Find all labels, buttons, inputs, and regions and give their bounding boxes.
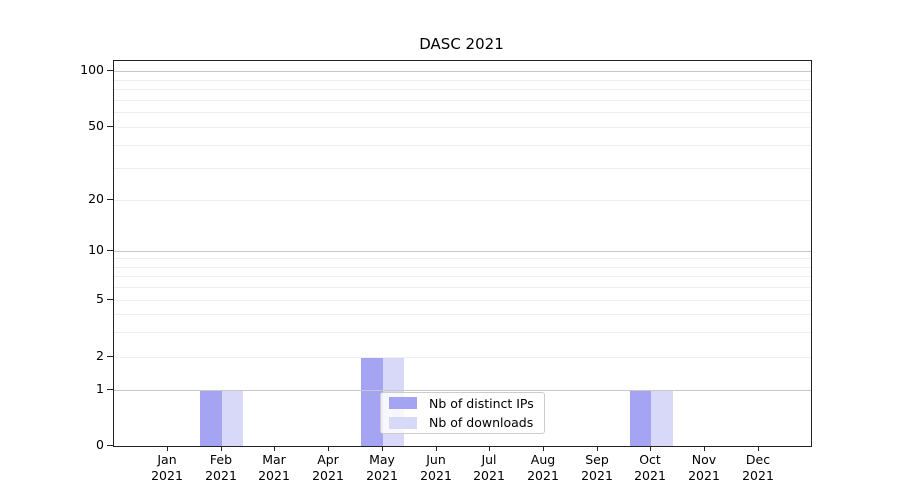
minor-gridline-y80 xyxy=(114,89,811,90)
y-tick-5 xyxy=(107,299,113,300)
minor-gridline-y4 xyxy=(114,314,811,315)
bar-nb-of-distinct-ips-feb xyxy=(200,390,222,446)
minor-gridline-y90 xyxy=(114,80,811,81)
x-tick-nov xyxy=(704,446,705,451)
minor-gridline-y2 xyxy=(114,357,811,358)
bar-nb-of-downloads-oct xyxy=(651,390,673,446)
minor-gridline-y40 xyxy=(114,145,811,146)
y-tick-label-2: 2 xyxy=(96,348,104,363)
minor-gridline-y30 xyxy=(114,168,811,169)
legend-item-downloads: Nb of downloads xyxy=(389,415,536,432)
bar-nb-of-distinct-ips-oct xyxy=(629,390,652,446)
x-tick-label-oct: Oct 2021 xyxy=(634,452,666,483)
x-tick-mar xyxy=(274,446,275,451)
minor-gridline-y20 xyxy=(114,200,811,201)
x-tick-label-jun: Jun 2021 xyxy=(420,452,452,483)
minor-gridline-y70 xyxy=(114,100,811,101)
minor-gridline-y7 xyxy=(114,276,811,277)
y-tick-label-0: 0 xyxy=(96,437,104,452)
x-tick-apr xyxy=(328,446,329,451)
y-tick-label-100: 100 xyxy=(80,62,104,77)
legend-label-downloads: Nb of downloads xyxy=(429,415,534,431)
x-tick-jun xyxy=(436,446,437,451)
x-tick-label-dec: Dec 2021 xyxy=(742,452,774,483)
legend-swatch-distinct-ips-icon xyxy=(389,397,417,410)
y-tick-100 xyxy=(107,70,113,71)
minor-gridline-y8 xyxy=(114,267,811,268)
y-tick-50 xyxy=(107,126,113,127)
x-tick-label-mar: Mar 2021 xyxy=(258,452,290,483)
legend-item-distinct-ips: Nb of distinct IPs xyxy=(389,395,536,412)
major-gridline-y100 xyxy=(114,71,811,72)
bar-nb-of-distinct-ips-may xyxy=(361,357,383,446)
x-tick-aug xyxy=(543,446,544,451)
legend-swatch-downloads-icon xyxy=(389,416,417,429)
minor-gridline-y9 xyxy=(114,258,811,259)
y-tick-2 xyxy=(107,356,113,357)
minor-gridline-y5 xyxy=(114,300,811,301)
legend: Nb of distinct IPs Nb of downloads xyxy=(380,392,545,434)
x-tick-may xyxy=(382,446,383,451)
minor-gridline-y6 xyxy=(114,287,811,288)
x-tick-label-nov: Nov 2021 xyxy=(688,452,720,483)
x-tick-jul xyxy=(489,446,490,451)
x-tick-jan xyxy=(167,446,168,451)
y-tick-label-10: 10 xyxy=(88,242,104,257)
x-tick-label-jan: Jan 2021 xyxy=(151,452,183,483)
legend-label-distinct-ips: Nb of distinct IPs xyxy=(429,395,534,411)
y-tick-label-50: 50 xyxy=(88,118,104,133)
major-gridline-y10 xyxy=(114,251,811,252)
x-tick-sep xyxy=(597,446,598,451)
chart-title: DASC 2021 xyxy=(419,35,504,53)
x-tick-label-apr: Apr 2021 xyxy=(312,452,344,483)
y-tick-1 xyxy=(107,389,113,390)
y-tick-label-20: 20 xyxy=(88,191,104,206)
x-tick-oct xyxy=(650,446,651,451)
bar-nb-of-downloads-feb xyxy=(221,390,244,446)
plot-area xyxy=(113,60,812,447)
major-gridline-y1 xyxy=(114,390,811,391)
x-tick-label-aug: Aug 2021 xyxy=(527,452,559,483)
x-tick-label-sep: Sep 2021 xyxy=(581,452,613,483)
minor-gridline-y60 xyxy=(114,112,811,113)
y-tick-0 xyxy=(107,445,113,446)
minor-gridline-y50 xyxy=(114,127,811,128)
x-tick-dec xyxy=(758,446,759,451)
y-tick-label-1: 1 xyxy=(96,381,104,396)
y-tick-label-5: 5 xyxy=(96,291,104,306)
y-tick-10 xyxy=(107,250,113,251)
x-tick-feb xyxy=(221,446,222,451)
x-tick-label-jul: Jul 2021 xyxy=(473,452,505,483)
minor-gridline-y3 xyxy=(114,332,811,333)
y-tick-20 xyxy=(107,199,113,200)
x-tick-label-may: May 2021 xyxy=(366,452,398,483)
x-tick-label-feb: Feb 2021 xyxy=(205,452,237,483)
